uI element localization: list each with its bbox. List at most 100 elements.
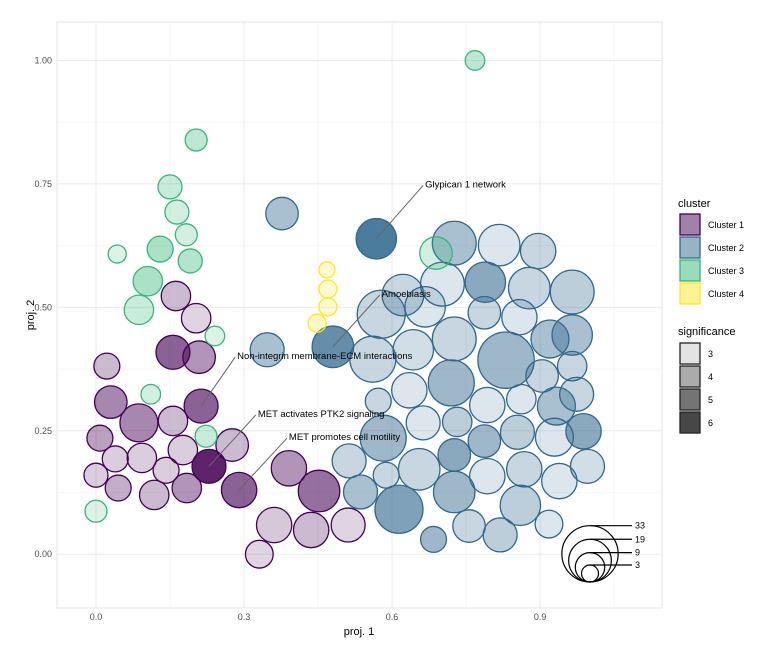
bubble (123, 294, 155, 326)
annotation-label: MET activates PTK2 signaling (258, 409, 385, 420)
bubble (506, 383, 537, 415)
bubble (152, 456, 180, 484)
bubble (405, 405, 441, 441)
bubble (204, 325, 226, 347)
bubble (255, 506, 293, 544)
bubble (519, 232, 557, 270)
bubbles (83, 50, 606, 569)
bubble (157, 405, 189, 437)
bubble (477, 331, 535, 389)
annotation-label: MET promotes cell motility (289, 432, 400, 443)
axes: 0.0 0.3 0.6 0.9 0.00 0.25 0.50 0.75 1.00 (34, 56, 546, 622)
bubble (359, 414, 407, 462)
x-tick-label: 0.6 (386, 612, 399, 622)
significance-legend-swatch (679, 365, 701, 388)
bubble (468, 457, 506, 495)
significance-legend-label: 6 (708, 418, 713, 428)
bubble (467, 295, 502, 330)
size-legend: 33 19 9 3 (561, 521, 645, 583)
bubble (244, 539, 274, 569)
bubble (93, 352, 121, 380)
bubble (559, 376, 595, 412)
bubble (437, 438, 472, 472)
bubble (468, 386, 506, 424)
bubble (419, 261, 465, 307)
bubble (167, 434, 199, 466)
cluster-legend-label: Cluster 3 (708, 266, 744, 276)
significance-legend-label: 5 (708, 395, 713, 405)
y-tick-label: 0.50 (34, 302, 52, 312)
bubble (565, 412, 602, 450)
bubble (84, 499, 108, 523)
cluster-legend-label: Cluster 4 (708, 289, 744, 299)
bubble (126, 442, 158, 474)
bubble (419, 236, 453, 270)
bubble (404, 286, 446, 328)
cluster-legend-swatch (679, 282, 701, 305)
cluster-legend-label: Cluster 2 (708, 243, 744, 253)
legend: cluster significance Cluster 1 Cluster 2 C… (678, 198, 744, 434)
bubble (191, 448, 227, 484)
x-tick-label: 0.3 (238, 612, 251, 622)
annotations: Glypican 1 network Amoebiasis Non-integrin… (200, 179, 506, 491)
bubble (392, 328, 435, 371)
y-tick-label: 0.25 (34, 426, 52, 436)
bubble (155, 334, 191, 370)
bubble (194, 424, 218, 448)
bubble (499, 484, 542, 527)
bubble (432, 470, 476, 514)
significance-legend-swatch (679, 342, 701, 365)
bubble (419, 525, 448, 553)
cluster-legend-swatch (679, 236, 701, 259)
bubble (249, 332, 285, 368)
plot-panel (56, 21, 663, 609)
bubble (164, 199, 190, 225)
bubble (174, 223, 198, 247)
bubble (140, 383, 162, 405)
bubble (482, 517, 518, 553)
bubble (467, 424, 502, 459)
size-legend-label: 19 (635, 534, 645, 544)
bubble (397, 447, 441, 491)
bubble (307, 313, 327, 333)
annotation-leader-line (200, 356, 236, 407)
bubble (464, 261, 507, 304)
bubble (318, 297, 338, 317)
x-axis-label: proj. 1 (344, 626, 375, 638)
bubble (177, 248, 203, 274)
annotation-leader-line (332, 294, 381, 348)
annotation-label: Non-integrin membrane-ECM interactions (237, 351, 413, 362)
significance-legend-swatch (679, 388, 701, 411)
bubble (427, 359, 475, 407)
bubble (452, 509, 486, 543)
annotation-leader-line (375, 185, 424, 240)
bubble (104, 474, 132, 502)
annotation-leader-line (238, 437, 288, 491)
bubble (372, 461, 400, 489)
series-cluster-3 (84, 50, 486, 523)
series-cluster-4 (307, 261, 338, 333)
bubble (171, 472, 203, 504)
bubble (318, 261, 336, 279)
bubble (292, 511, 330, 549)
bubble (119, 403, 159, 443)
bubble (83, 462, 109, 488)
bubble (549, 269, 595, 315)
bubble (569, 448, 606, 484)
bubble (101, 445, 129, 473)
bubble (270, 449, 308, 487)
bubble (391, 371, 428, 409)
series-cluster-1 (83, 280, 366, 569)
cluster-legend-title: cluster (678, 198, 711, 210)
grid (56, 21, 663, 609)
significance-legend-label: 3 (708, 349, 713, 359)
bubble (536, 386, 577, 426)
bubble (541, 462, 578, 500)
bubble (160, 280, 192, 312)
bubble (132, 265, 164, 297)
bubble (138, 479, 170, 511)
bubble (556, 350, 588, 382)
bubble (464, 50, 486, 71)
cluster-legend-swatch (679, 213, 701, 236)
